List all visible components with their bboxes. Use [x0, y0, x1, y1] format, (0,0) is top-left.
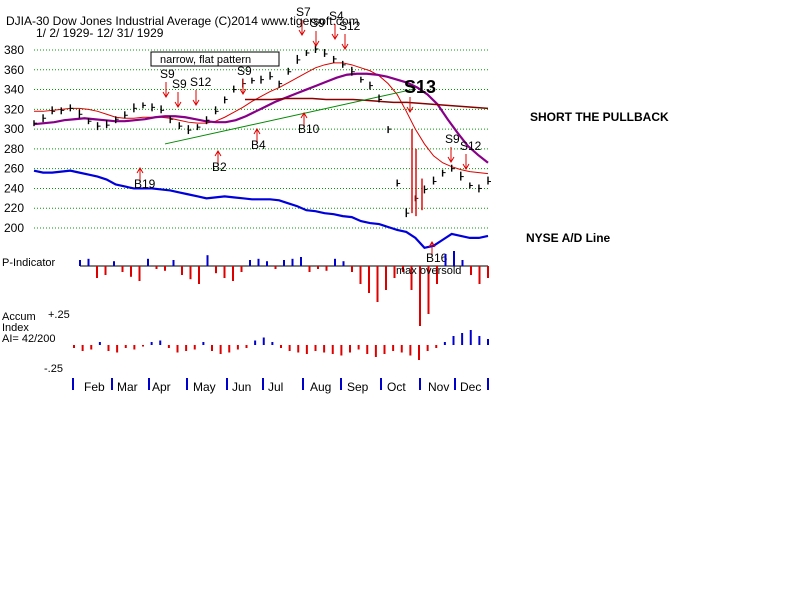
signal-arrowhead: [331, 33, 339, 40]
signal-arrowhead: [300, 112, 308, 119]
ad-line-series: [33, 169, 489, 249]
signal-label: S4: [329, 9, 344, 23]
y-tick-label: 200: [4, 221, 24, 235]
signal-arrowhead: [136, 167, 144, 174]
price-bars-group: [33, 45, 491, 218]
signal-label: B4: [251, 138, 266, 152]
ma-group: [33, 62, 489, 175]
signal-label: S9: [237, 64, 252, 78]
signal-arrowhead: [253, 128, 261, 135]
trendline-green: [164, 89, 413, 145]
month-axis: Feb Mar Apr May Jun Jul Aug Sep Oct Nov Dec: [72, 378, 489, 394]
signal-arrowhead: [214, 150, 222, 157]
signal-label: B10: [298, 122, 320, 136]
ma-red-series: [34, 62, 489, 175]
narrow-flat-box: [150, 51, 280, 67]
signal-label: S7: [296, 5, 311, 19]
p-indicator-panel: [79, 251, 489, 326]
accum-tick-bottom: -.25: [44, 363, 63, 375]
month-label: Jul: [268, 380, 283, 394]
y-tick-label: 340: [4, 83, 24, 97]
month-label: May: [193, 380, 216, 394]
signal-label: B16: [426, 251, 448, 265]
month-label: Feb: [84, 380, 105, 394]
max-oversold-label: max oversold: [396, 265, 461, 277]
signal-arrowhead: [298, 29, 306, 36]
signal-arrowhead: [428, 241, 436, 248]
signal-label: S13: [404, 77, 436, 97]
narrow-flat-label: narrow, flat pattern: [160, 54, 251, 66]
signal-label: S12: [190, 75, 212, 89]
signal-label: S12: [339, 19, 361, 33]
month-label: Apr: [152, 380, 171, 394]
signal-arrowhead: [192, 99, 200, 106]
signal-label: S9: [445, 132, 460, 146]
ma-purple-series: [33, 72, 489, 164]
signal-label: S12: [460, 139, 482, 153]
signal-arrowhead: [406, 106, 414, 113]
month-label: Oct: [387, 380, 406, 394]
signal-arrowhead: [341, 43, 349, 50]
month-label: Jun: [232, 380, 251, 394]
y-tick-label: 300: [4, 122, 24, 136]
accum-index-panel: +.25 -.25: [44, 309, 489, 375]
signal-arrowhead: [174, 101, 182, 108]
signal-label: B19: [134, 177, 156, 191]
accum-tick-top: +.25: [48, 309, 70, 321]
y-tick-label: 280: [4, 142, 24, 156]
chart-date-range: 1/ 2/ 1929- 12/ 31/ 1929: [36, 26, 164, 40]
signal-arrowhead: [447, 156, 455, 163]
y-tick-label: 220: [4, 201, 24, 215]
signal-label: B2: [212, 160, 227, 174]
signal-label: S9: [160, 67, 175, 81]
y-tick-label: 380: [4, 43, 24, 57]
y-tick-label: 240: [4, 181, 24, 195]
ai-note: AI= 42/200: [2, 333, 56, 345]
signal-arrowhead: [239, 88, 247, 95]
y-tick-label: 260: [4, 162, 24, 176]
y-tick-label: 320: [4, 102, 24, 116]
signal-arrowhead: [462, 163, 470, 170]
month-label: Mar: [117, 380, 138, 394]
grid-group: 380 360 340 320 300 280 260 240 220 200: [4, 43, 490, 235]
p-indicator-label: P-Indicator: [2, 257, 56, 269]
signal-label: S9: [310, 16, 325, 30]
short-pullback-note: SHORT THE PULLBACK: [530, 110, 669, 124]
signal-arrowhead: [312, 40, 320, 47]
month-label: Nov: [428, 380, 449, 394]
signal-label: S9: [172, 77, 187, 91]
ma-dark-red-series: [245, 97, 489, 110]
chart-title: DJIA-30 Dow Jones Industrial Average (C)…: [6, 14, 359, 28]
ad-line-note: NYSE A/D Line: [526, 231, 611, 245]
ad-line-group: [33, 169, 489, 249]
signal-arrowhead: [162, 91, 170, 98]
accum-label-2: Index: [2, 322, 29, 334]
accum-label-1: Accum: [2, 311, 36, 323]
month-label: Dec: [460, 380, 481, 394]
y-tick-label: 360: [4, 63, 24, 77]
month-label: Aug: [310, 380, 331, 394]
month-label: Sep: [347, 380, 369, 394]
